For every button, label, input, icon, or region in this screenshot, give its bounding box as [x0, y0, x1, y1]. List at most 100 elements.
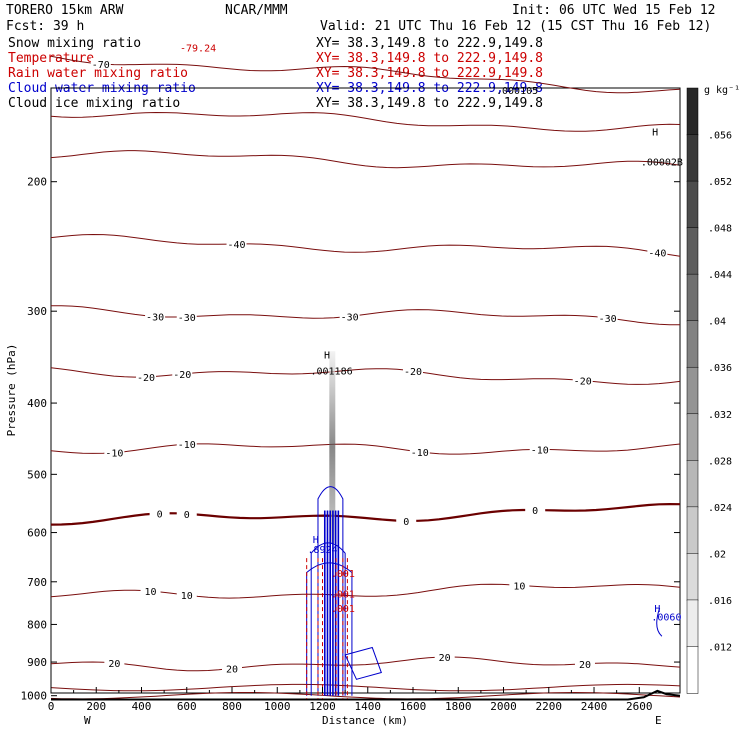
colorbar-label: .024 — [708, 503, 732, 514]
colorbar-label: .056 — [708, 131, 732, 142]
field-xy-temperature: XY= 38.3,149.8 to 222.9,149.8 — [316, 51, 543, 66]
isotherm-label-bg — [597, 312, 618, 324]
x-tick-label: 200 — [86, 700, 106, 713]
y-axis-label: Pressure (hPa) — [5, 344, 18, 437]
isotherm-label: -70 — [92, 60, 110, 71]
header-fcst: Fcst: 39 h — [6, 19, 84, 34]
colorbar-swatch — [686, 506, 699, 555]
isotherm-label: 20 — [579, 660, 591, 671]
colorbar-label: .028 — [708, 456, 732, 467]
isotherm-label: 0 — [184, 510, 190, 521]
x-end-label-west: W — [84, 714, 91, 727]
x-tick-label: 2600 — [626, 700, 653, 713]
colorbar-label: .016 — [708, 596, 732, 607]
colorbar-swatch — [686, 646, 699, 694]
isotherm-label-bg — [104, 446, 125, 458]
isotherm-label: 20 — [226, 665, 238, 676]
isotherm-label-bg — [434, 650, 455, 662]
isotherm-line — [50, 111, 681, 132]
isotherm-label-bg — [90, 57, 111, 69]
isotherm-label: 20 — [108, 659, 120, 670]
colorbar-swatch — [686, 460, 699, 508]
y-tick-label: 400 — [27, 397, 47, 410]
field-xy-rain: XY= 38.3,149.8 to 222.9,149.8 — [316, 66, 543, 81]
isotherm-label-bg — [176, 507, 197, 519]
x-tick-label: 1000 — [264, 700, 291, 713]
extremum-label: .8924 — [307, 545, 337, 556]
x-end-label-east: E — [655, 714, 662, 727]
extremum-label: .00002B — [641, 157, 683, 168]
field-name-snow: Snow mixing ratio — [8, 36, 141, 51]
extremum-label: .000105 — [496, 86, 538, 97]
terrain-line — [51, 689, 681, 701]
field-xy-snow: XY= 38.3,149.8 to 222.9,149.8 — [316, 36, 543, 51]
colorbar-swatch — [686, 553, 699, 601]
isotherm-line — [50, 233, 681, 257]
isotherm-label-bg — [339, 310, 360, 322]
x-tick-label: 0 — [48, 700, 55, 713]
isotherm-label-bg — [172, 368, 193, 380]
x-tick-label: 2400 — [581, 700, 608, 713]
isotherm-label: 20 — [439, 653, 451, 664]
colorbar: .056 .052 .048 .044 .04 .036 .032 .028 .024 .02 .0… — [686, 87, 732, 694]
x-axis: 0 200 400 600 800 1000 1200 1400 1600 1800 2000 220… — [48, 687, 653, 713]
isotherm-label: -10 — [531, 445, 549, 456]
cloud-fields — [306, 351, 663, 699]
extrema-labels: H.001186H.00002B.000105H.8924H.0060-79.2… — [180, 43, 683, 623]
header-org: NCAR/MMM — [225, 3, 288, 18]
temperature-contours: -70 -40 -40 -30 -30 -30 -30 -20 -20 -20 -20 -10 -10 -… — [50, 55, 681, 701]
colorbar-swatch — [686, 134, 699, 182]
isotherm-line — [50, 691, 681, 700]
colorbar-swatch — [686, 180, 699, 229]
header-valid: Valid: 21 UTC Thu 16 Feb 12 (15 CST Thu … — [320, 19, 711, 34]
extremum-label: -79.24 — [180, 43, 216, 54]
colorbar-swatch — [686, 366, 699, 415]
colorbar-label: .02 — [708, 549, 726, 560]
isotherm-label: -10 — [105, 449, 123, 460]
isotherm-label-bg — [226, 237, 247, 249]
isotherm-label-bg — [509, 579, 530, 591]
isotherm-label-bg — [574, 657, 595, 669]
colorbar-swatch — [686, 320, 699, 368]
isotherm-label-bg — [176, 438, 197, 450]
colorbar-swatch — [686, 87, 699, 136]
extremum-label: .0060 — [651, 612, 681, 623]
isotherm-label: -10 — [178, 440, 196, 451]
isotherm-label: -30 — [599, 314, 617, 325]
colorbar-label: .052 — [708, 177, 732, 188]
colorbar-label: .036 — [708, 363, 732, 374]
isotherm-label: 10 — [145, 587, 157, 598]
x-axis-label: Distance (km) — [322, 714, 408, 727]
isotherm-label: -20 — [137, 373, 155, 384]
isotherm-label-bg — [529, 443, 550, 455]
field-xy-cloudice: XY= 38.3,149.8 to 222.9,149.8 — [316, 96, 543, 111]
extremum-label: .001 — [331, 569, 355, 580]
isotherm-label: -20 — [173, 370, 191, 381]
extremum-label: H — [654, 604, 660, 615]
field-legend: Snow mixing ratio XY= 38.3,149.8 to 222.… — [8, 36, 543, 111]
isotherm-label: 10 — [513, 581, 525, 592]
extremum-label: H — [324, 351, 330, 362]
isotherm-label-bg — [525, 503, 546, 515]
isotherm-label-bg — [149, 507, 170, 519]
isotherm-line — [50, 683, 681, 692]
field-name-temperature: Temperature — [8, 51, 94, 66]
colorbar-swatch — [686, 599, 699, 648]
y-tick-label: 900 — [27, 656, 47, 669]
isotherm-line — [50, 443, 681, 455]
cloudwater-contour — [344, 646, 382, 680]
field-name-rain: Rain water mixing ratio — [8, 66, 188, 81]
colorbar-label: .04 — [708, 317, 726, 328]
x-tick-label: 400 — [132, 700, 152, 713]
x-tick-label: 600 — [177, 700, 197, 713]
colorbar-label: .032 — [708, 410, 732, 421]
isotherm-label: -30 — [178, 313, 196, 324]
x-tick-label: 1800 — [445, 700, 472, 713]
isotherm-line — [50, 502, 681, 526]
extremum-label: .001 — [331, 604, 355, 615]
isotherm-label: -40 — [228, 240, 246, 251]
isotherm-label-bg — [572, 374, 593, 386]
y-tick-label: 600 — [27, 527, 47, 540]
isotherm-label-bg — [222, 662, 243, 674]
isotherm-label: -30 — [146, 312, 164, 323]
